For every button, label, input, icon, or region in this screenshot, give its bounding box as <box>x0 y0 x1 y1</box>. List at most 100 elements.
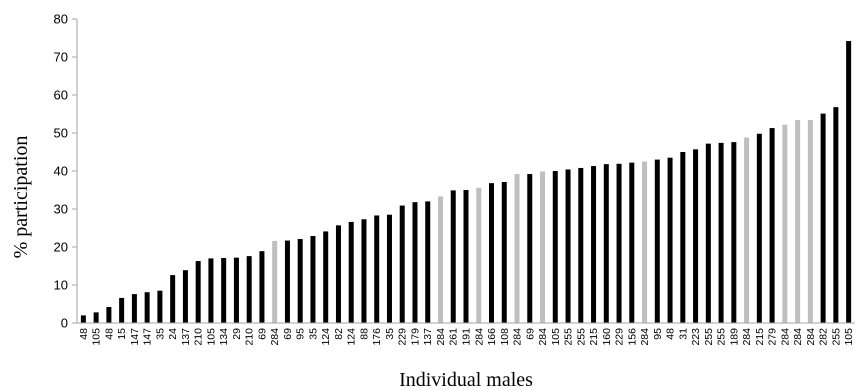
y-tick-label: 30 <box>54 202 68 217</box>
x-tick-label: 160 <box>601 328 613 346</box>
bar <box>80 315 86 323</box>
bar <box>221 258 227 323</box>
bar <box>731 142 737 323</box>
x-tick-label: 124 <box>320 328 332 346</box>
x-tick-label: 69 <box>524 328 536 340</box>
x-tick-label: 105 <box>205 328 217 346</box>
bar <box>654 159 660 323</box>
x-tick-label: 261 <box>448 328 460 346</box>
bar <box>284 240 290 323</box>
bar <box>769 128 775 323</box>
x-tick-label: 15 <box>116 328 128 340</box>
bar <box>399 205 405 323</box>
x-tick-label: 279 <box>767 328 779 346</box>
x-tick-label: 24 <box>167 328 179 340</box>
bar <box>616 163 622 323</box>
x-tick-label: 255 <box>703 328 715 346</box>
x-tick-label: 134 <box>218 328 230 346</box>
y-tick-label: 80 <box>54 12 68 27</box>
x-tick-label: 48 <box>78 328 90 340</box>
x-tick-label: 35 <box>307 328 319 340</box>
bar <box>119 297 125 323</box>
bar <box>144 292 150 323</box>
bar <box>744 137 750 323</box>
bar <box>501 182 507 323</box>
x-tick-label: 284 <box>792 328 804 346</box>
x-tick-label: 210 <box>244 328 256 346</box>
x-tick-label: 105 <box>550 328 562 346</box>
x-tick-label: 191 <box>461 328 473 346</box>
bar <box>195 261 201 323</box>
x-axis-title: Individual males <box>399 369 533 391</box>
bars <box>80 41 852 324</box>
x-tick-label: 108 <box>499 328 511 346</box>
x-tick-label: 105 <box>91 328 103 346</box>
x-tick-label: 88 <box>358 328 370 340</box>
bar <box>412 202 418 323</box>
x-tick-label: 31 <box>677 328 689 340</box>
x-tick-label: 35 <box>384 328 396 340</box>
x-tick-label: 284 <box>512 328 524 346</box>
x-tick-label: 29 <box>231 328 243 340</box>
bar <box>437 196 443 323</box>
bar <box>782 124 788 323</box>
bar <box>795 120 801 323</box>
bar <box>386 214 392 323</box>
x-axis: 48 105 48 15 147 147 35 24 137 210 105 134 29 210 69 28… <box>77 322 855 346</box>
x-tick-label: 137 <box>180 328 192 346</box>
bar <box>297 239 303 323</box>
x-tick-label: 95 <box>295 328 307 340</box>
x-tick-label: 284 <box>741 328 753 346</box>
bar <box>463 190 469 323</box>
x-tick-label: 69 <box>256 328 268 340</box>
x-tick-label: 255 <box>575 328 587 346</box>
bar <box>540 171 546 323</box>
y-tick-label: 20 <box>54 240 68 255</box>
bar <box>106 307 112 323</box>
bar <box>578 167 584 323</box>
x-tick-label: 223 <box>690 328 702 346</box>
x-tick-label: 282 <box>818 328 830 346</box>
bar <box>131 294 137 323</box>
x-tick-label: 284 <box>805 328 817 346</box>
x-tick-label: 69 <box>282 328 294 340</box>
bar <box>93 312 99 323</box>
bar <box>833 107 839 323</box>
bar <box>361 219 367 323</box>
x-tick-label: 179 <box>409 328 421 346</box>
bar <box>157 290 163 323</box>
x-tick-label: 48 <box>665 328 677 340</box>
x-tick-label: 215 <box>754 328 766 346</box>
bar <box>629 162 635 323</box>
y-tick-label: 10 <box>54 278 68 293</box>
bar <box>323 231 329 323</box>
bar <box>718 142 724 323</box>
y-tick-label: 60 <box>54 88 68 103</box>
x-tick-label: 147 <box>129 328 141 346</box>
bar <box>680 152 686 323</box>
x-tick-label: 255 <box>563 328 575 346</box>
x-tick-label: 176 <box>371 328 383 346</box>
bar <box>348 221 354 323</box>
x-tick-label: 284 <box>473 328 485 346</box>
x-tick-label: 284 <box>537 328 549 346</box>
x-tick-label: 284 <box>639 328 651 346</box>
bar <box>693 149 699 323</box>
bar <box>476 187 482 323</box>
y-axis-title: % participation <box>10 136 32 259</box>
y-tick-label: 50 <box>54 126 68 141</box>
x-tick-label: 137 <box>422 328 434 346</box>
bar <box>603 164 609 323</box>
x-tick-label: 189 <box>728 328 740 346</box>
x-tick-label: 105 <box>843 328 855 346</box>
x-tick-label: 48 <box>103 328 115 340</box>
bar <box>756 133 762 323</box>
x-tick-label: 35 <box>154 328 166 340</box>
bar <box>565 169 571 323</box>
x-tick-label: 147 <box>142 328 154 346</box>
bar <box>667 157 673 323</box>
x-tick-label: 82 <box>333 328 345 340</box>
x-tick-label: 255 <box>830 328 842 346</box>
bar <box>846 41 852 323</box>
